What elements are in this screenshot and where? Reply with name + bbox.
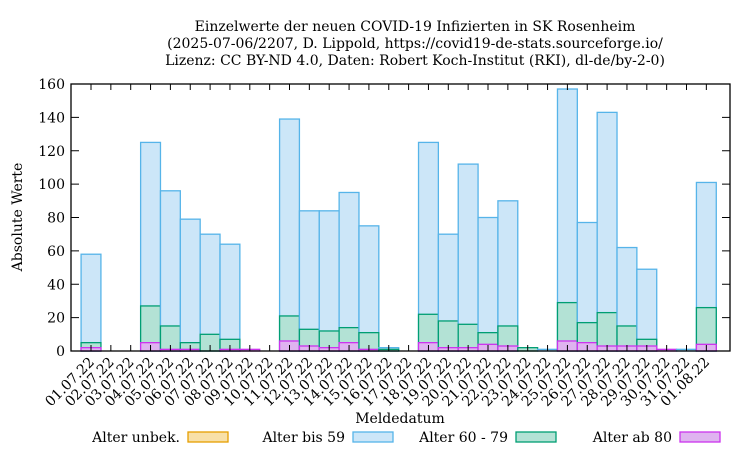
bar-alter-bis-59: [457, 163, 479, 352]
y-tick-label: 0: [56, 344, 65, 360]
bar-alter-bis-59: [477, 216, 499, 352]
legend-swatch: [187, 431, 229, 443]
legend-swatch: [515, 431, 557, 443]
chart-title-line-2: (2025-07-06/2207, D. Lippold, https://co…: [167, 36, 663, 52]
legend-swatch: [679, 431, 721, 443]
bar-alter-bis-59: [219, 243, 241, 352]
y-tick-label: 120: [38, 144, 65, 160]
y-tick-label: 140: [38, 110, 65, 126]
y-tick-label: 20: [47, 311, 65, 327]
legend-swatch: [352, 431, 394, 443]
bar-alter-bis-59: [199, 233, 221, 352]
y-tick-label: 40: [47, 277, 65, 293]
y-tick-label: 60: [47, 244, 65, 260]
bar-alter-bis-59: [179, 218, 201, 352]
y-tick-label: 160: [38, 77, 65, 93]
chart-title-line-1: Einzelwerte der neuen COVID-19 Infiziert…: [195, 19, 636, 35]
y-tick-label: 100: [38, 177, 65, 193]
legend-label: Alter bis 59: [261, 430, 345, 446]
y-axis-label: Absolute Werte: [10, 163, 26, 273]
legend-label: Alter 60 - 79: [418, 430, 508, 446]
x-axis-label: Meldedatum: [355, 411, 445, 427]
bar-alter-bis-59: [80, 253, 102, 352]
legend-label: Alter unbek.: [91, 430, 180, 446]
chart-title-line-3: Lizenz: CC BY-ND 4.0, Daten: Robert Koch…: [165, 53, 665, 69]
legend-label: Alter ab 80: [592, 430, 672, 446]
bar-alter-bis-59: [318, 210, 340, 352]
y-tick-label: 80: [47, 211, 65, 227]
